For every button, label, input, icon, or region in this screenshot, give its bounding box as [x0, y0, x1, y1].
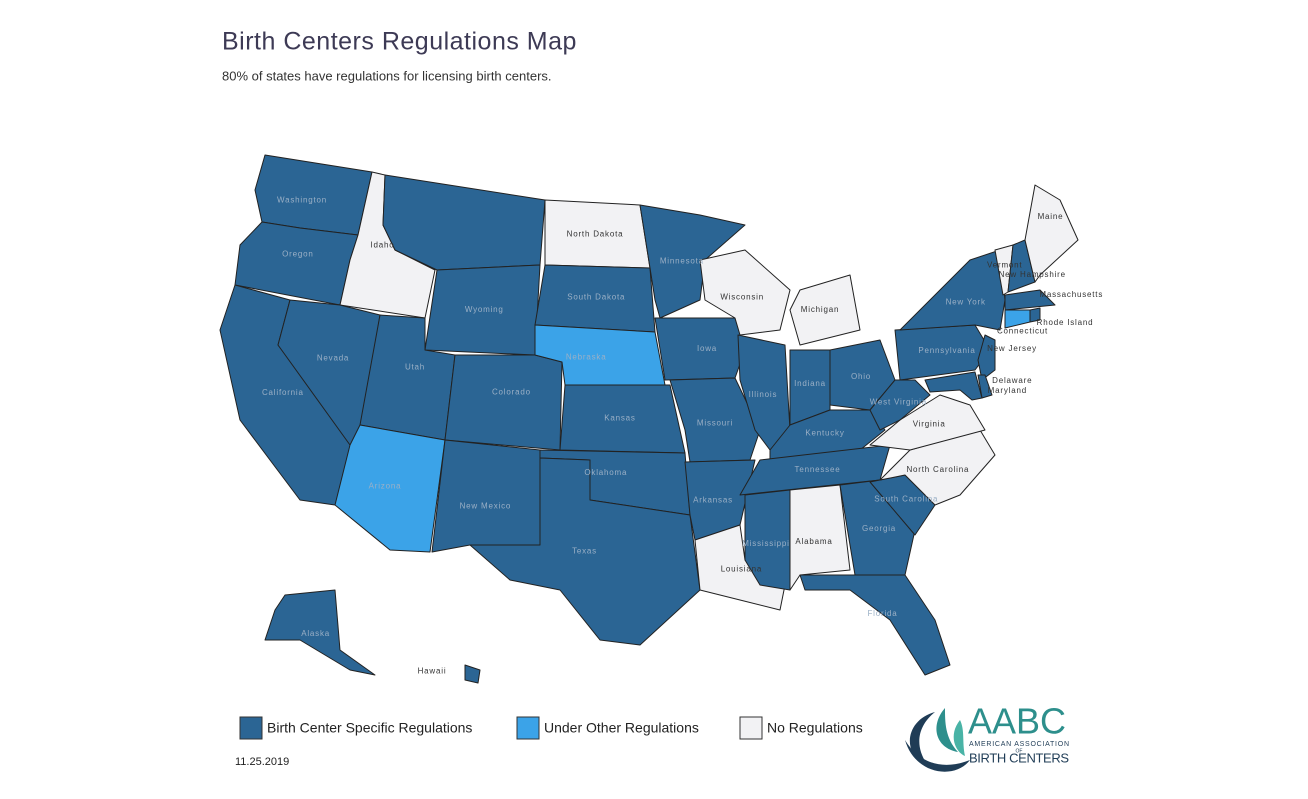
state-label: Kentucky — [805, 429, 844, 438]
state-label: New Hampshire — [999, 270, 1066, 279]
state — [789, 484, 851, 591]
state — [464, 664, 481, 684]
state-label: Maine — [1038, 212, 1064, 221]
state-label: Ohio — [851, 372, 871, 381]
state-label: Michigan — [801, 305, 839, 314]
state — [699, 249, 791, 336]
state-label: South Carolina — [874, 494, 938, 503]
state-label: Arizona — [369, 481, 402, 490]
states — [219, 154, 1079, 684]
state-label: Maryland — [988, 386, 1027, 395]
state-label: South Dakota — [567, 293, 625, 302]
subtitle: 80% of states have regulations for licen… — [222, 68, 552, 83]
state-label: Wyoming — [465, 305, 504, 314]
legend: Birth Center Specific Regulations Under O… — [239, 716, 863, 740]
state-label: Arkansas — [693, 496, 733, 505]
state-label: Nebraska — [566, 352, 607, 361]
state-label: Tennessee — [795, 465, 841, 474]
state — [1024, 184, 1079, 283]
state-label: Delaware — [992, 376, 1032, 385]
state-label: Vermont — [987, 261, 1022, 270]
state-label: Florida — [867, 609, 897, 618]
state-label: Washington — [277, 195, 327, 204]
logo: AABC AMERICAN ASSOCIATION OF BIRTH CENTE… — [905, 701, 1069, 772]
state-label: North Carolina — [906, 465, 969, 474]
legend-label: Under Other Regulations — [544, 720, 699, 736]
state-label: Pennsylvania — [918, 346, 975, 355]
state-label: Wisconsin — [720, 293, 764, 302]
logo-petal — [936, 708, 958, 752]
state-label: Virginia — [913, 419, 946, 428]
state-label: Missouri — [697, 418, 733, 427]
state-label: Kansas — [604, 413, 635, 422]
state — [1004, 289, 1056, 311]
state — [924, 371, 983, 401]
state — [977, 374, 993, 399]
state-label: Alaska — [301, 629, 330, 638]
state-label: Georgia — [862, 524, 896, 533]
state-label: Nevada — [317, 353, 349, 362]
logo-line: BIRTH CENTERS — [969, 750, 1069, 765]
state — [382, 174, 546, 271]
state-label: Rhode Island — [1037, 318, 1094, 327]
state-label: California — [262, 388, 304, 397]
state — [444, 354, 563, 451]
state — [469, 457, 701, 646]
state — [431, 439, 541, 553]
logo-line: AMERICAN ASSOCIATION — [969, 741, 1069, 748]
state — [977, 334, 996, 381]
state-label: Illinois — [749, 390, 778, 399]
state-label: Connecticut — [997, 327, 1048, 336]
state — [869, 379, 931, 431]
state — [1004, 309, 1031, 329]
state-label: Idaho — [371, 241, 395, 250]
state-label: Oklahoma — [584, 468, 627, 477]
state-label: Indiana — [794, 379, 826, 388]
state — [639, 204, 746, 319]
state — [799, 574, 951, 676]
state — [744, 489, 791, 591]
logo-petal — [953, 720, 965, 756]
legend-swatch — [516, 716, 540, 740]
state-labels: Washington Oregon California Idaho Nevada Wyo… — [262, 195, 1103, 676]
legend-swatch — [739, 716, 763, 740]
state-label: Texas — [572, 547, 597, 556]
title: Birth Centers Regulations Map — [222, 28, 577, 56]
state-label: Alabama — [795, 537, 832, 546]
logo-mark: AABC — [968, 701, 1066, 742]
state-label: Utah — [405, 362, 425, 371]
state-label: West Virginia — [870, 398, 927, 407]
state-label: Minnesota — [660, 256, 704, 265]
state-label: North Dakota — [567, 230, 624, 239]
legend-label: Birth Center Specific Regulations — [267, 720, 472, 736]
logo-petal — [905, 740, 970, 772]
state-label: Louisiana — [721, 564, 762, 573]
state-label: New Jersey — [987, 344, 1037, 353]
logo-line: OF — [1016, 748, 1023, 754]
state-label: Mississippi — [742, 539, 789, 548]
legend-label: No Regulations — [767, 720, 863, 736]
state-label: Hawaii — [418, 667, 447, 676]
state — [264, 589, 376, 676]
state-label: Massachusetts — [1039, 290, 1103, 299]
state-label: New Mexico — [460, 502, 512, 511]
state — [899, 249, 1006, 331]
state-label: Oregon — [282, 249, 313, 258]
state — [789, 274, 861, 346]
legend-swatch — [239, 716, 263, 740]
state-label: Iowa — [697, 344, 717, 353]
date: 11.25.2019 — [235, 756, 289, 768]
state-label: Colorado — [492, 388, 531, 397]
state-label: New York — [946, 297, 986, 306]
